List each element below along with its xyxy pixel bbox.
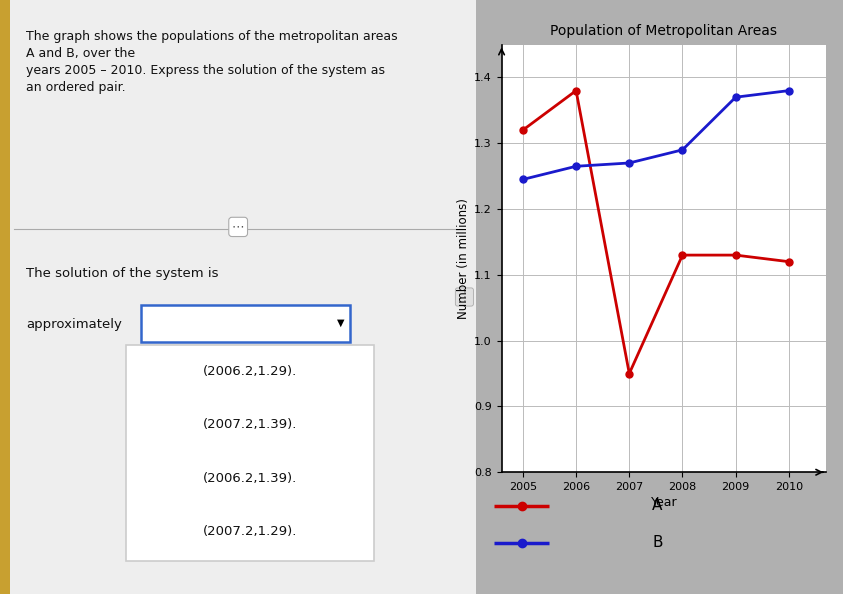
X-axis label: Year: Year	[651, 496, 677, 509]
Bar	[141, 305, 350, 342]
Text: B: B	[652, 535, 663, 550]
Y-axis label: Number (in millions): Number (in millions)	[457, 198, 470, 319]
Text: (2006.2,1.29).: (2006.2,1.29).	[203, 365, 298, 378]
Bar	[126, 345, 374, 561]
Text: The graph shows the populations of the metropolitan areas
A and B, over the
year: The graph shows the populations of the m…	[26, 30, 398, 94]
Text: (2007.2,1.29).: (2007.2,1.29).	[203, 525, 298, 538]
Text: ⋮: ⋮	[458, 290, 471, 304]
Text: approximately: approximately	[26, 318, 122, 331]
Text: A: A	[652, 498, 663, 513]
Bar	[0, 0, 10, 594]
Text: The solution of the system is: The solution of the system is	[26, 267, 218, 280]
Text: ⋯: ⋯	[232, 220, 244, 233]
Text: (2007.2,1.39).: (2007.2,1.39).	[203, 418, 298, 431]
Title: Population of Metropolitan Areas: Population of Metropolitan Areas	[550, 24, 777, 38]
Text: ▼: ▼	[337, 318, 344, 328]
Text: (2006.2,1.39).: (2006.2,1.39).	[203, 472, 298, 485]
